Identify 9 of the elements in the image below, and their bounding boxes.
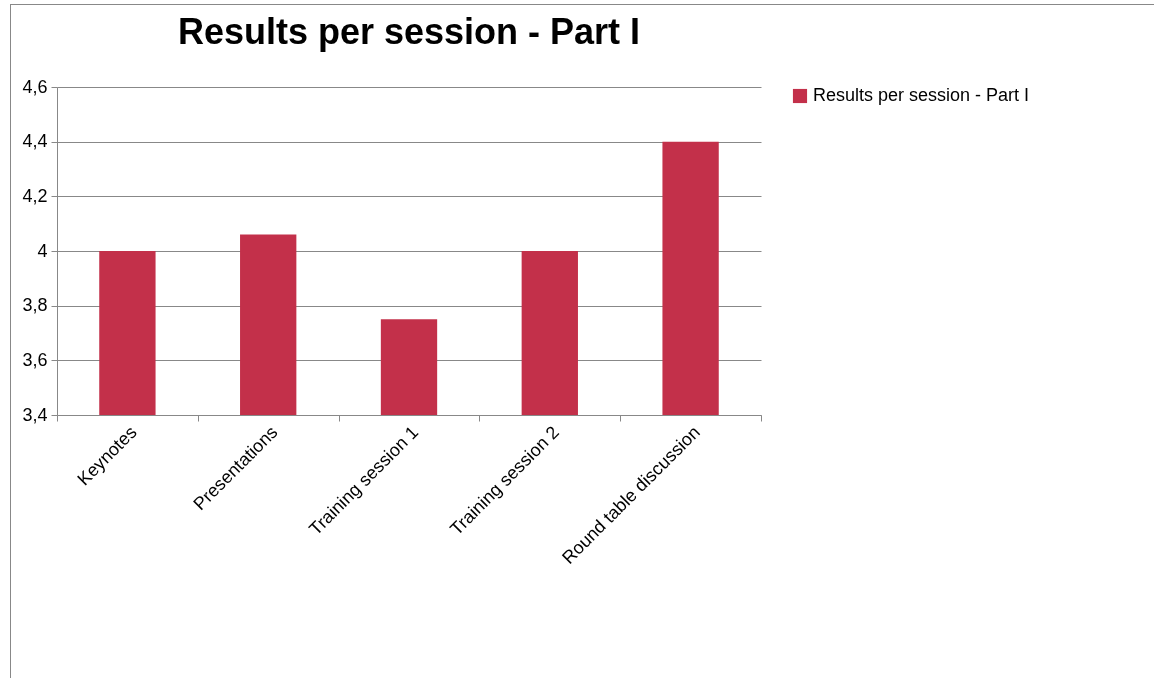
y-tick-label: 3,4	[22, 404, 48, 425]
y-tick-label: 3,8	[22, 295, 48, 316]
y-tick-label: 4,2	[22, 185, 48, 206]
y-tick-label: 4	[37, 240, 48, 261]
y-tick-label: 4,4	[22, 131, 48, 152]
legend-label: Results per session - Part I	[813, 85, 1030, 105]
y-tick-label: 4,6	[22, 76, 48, 97]
chart-title: Results per session - Part I	[177, 11, 641, 52]
y-tick-label: 3,6	[22, 349, 48, 370]
